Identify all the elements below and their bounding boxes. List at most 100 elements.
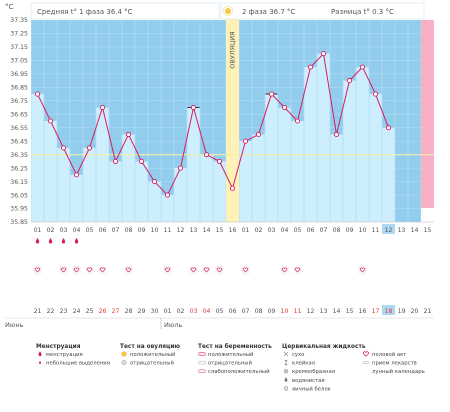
bar <box>278 107 291 222</box>
temperature-point <box>255 131 262 138</box>
bar <box>31 94 44 222</box>
cycle-day-label: 11 <box>164 227 172 234</box>
heart-icon <box>125 267 132 273</box>
today-highlight <box>382 224 395 234</box>
heart-icon-box <box>124 266 133 274</box>
legend-group-title: Тест на овуляцию <box>120 344 180 350</box>
legend-item-label: водянистая <box>292 378 325 384</box>
axes: 37.35 37.25 37.15 37.05 36.95 36.85 36.75 36.65… <box>5 17 434 329</box>
date-label: 15 <box>346 308 354 315</box>
cycle-day-label: 14 <box>411 227 419 234</box>
cycle-day-label: 05 <box>86 227 94 234</box>
temperature-point <box>216 158 223 164</box>
heart-icon <box>363 351 369 357</box>
date-label: 09 <box>268 308 276 315</box>
legend-group-title: Цервикальная жидкость <box>282 344 366 350</box>
y-tick-label: 36.65 <box>10 111 28 118</box>
legend-item-label: прием лекарств <box>372 361 417 367</box>
date-label: 12 <box>307 308 315 315</box>
cycle-day-label: 07 <box>320 227 328 234</box>
heart-icon-box <box>33 266 42 274</box>
heart-icon-box <box>189 266 198 274</box>
date-label: 22 <box>47 308 55 315</box>
heart-icon-box <box>358 266 367 274</box>
y-tick-label: 37.05 <box>10 58 28 65</box>
date-label: 02 <box>177 308 185 315</box>
y-tick-label: 36.35 <box>10 152 28 159</box>
cycle-day-label: 05 <box>294 227 302 234</box>
y-tick-label: 35.95 <box>10 206 28 213</box>
sun-icon <box>222 6 233 16</box>
drop-icon <box>48 238 53 244</box>
date-label: 21 <box>424 308 432 315</box>
y-tick-label: 36.85 <box>10 85 28 92</box>
bar <box>200 154 213 222</box>
y-tick-label: 36.45 <box>10 138 28 145</box>
y-tick-label: 36.05 <box>10 192 28 199</box>
legend-item-label: положительный <box>130 351 175 358</box>
bar <box>57 147 70 222</box>
legend-item-label: отрицательный <box>130 360 174 367</box>
date-label: 07 <box>242 308 250 315</box>
creamy-icon <box>283 369 289 374</box>
heart-icon-box <box>215 266 224 274</box>
date-label: 29 <box>138 308 146 315</box>
bar <box>304 67 317 222</box>
y-tick-label: 37.15 <box>10 44 28 51</box>
cycle-day-label: 13 <box>398 227 406 234</box>
cycle-day-label: 01 <box>242 227 250 234</box>
bar <box>44 121 57 222</box>
legend: Менструация менструация небольшие выделени… <box>36 343 425 392</box>
bar <box>369 94 382 222</box>
pregnancy-test-icon <box>198 352 206 356</box>
temperature-point <box>268 91 275 97</box>
cycle-day-label: 07 <box>112 227 120 234</box>
drop-icon <box>35 238 40 244</box>
small-drop-icon <box>39 361 41 364</box>
phase2-average: 2 фаза 36.7 °C <box>242 8 296 16</box>
temperature-point <box>34 91 41 97</box>
temperature-point <box>359 64 366 70</box>
special-columns: ОВУЛЯЦИЯ <box>31 3 434 222</box>
heart-icon-box <box>85 266 94 274</box>
bar <box>265 94 278 222</box>
heart-icon <box>60 267 67 273</box>
temperature-point <box>229 185 236 191</box>
bar <box>317 53 330 222</box>
bar <box>356 67 369 222</box>
cycle-day-label: 16 <box>229 227 237 234</box>
symbol-rows <box>33 238 367 274</box>
y-tick-label: 36.15 <box>10 179 28 186</box>
legend-group-title: Менструация <box>36 344 81 350</box>
cycle-day-label: 12 <box>385 227 393 234</box>
heart-icon <box>99 267 106 273</box>
temperature-point <box>190 104 197 111</box>
month-start-label: Июнь <box>5 321 24 329</box>
heart-icon <box>34 267 41 273</box>
bar <box>187 107 200 222</box>
cycle-day-label: 06 <box>307 227 315 234</box>
pregnancy-test-neg-icon <box>198 360 206 365</box>
bar <box>174 168 187 222</box>
pink-day-column <box>421 20 434 208</box>
legend-item-label: клейкая <box>292 360 315 367</box>
cycle-day-label: 12 <box>177 227 185 234</box>
heart-icon <box>164 267 171 273</box>
date-label: 14 <box>333 308 341 315</box>
cycle-day-label: 06 <box>99 227 107 234</box>
bar <box>239 141 252 222</box>
cycle-day-label: 04 <box>73 227 81 234</box>
phase1-average: Средняя t° 1 фаза 36.4 °C <box>37 8 133 16</box>
date-label: 30 <box>151 308 159 315</box>
temperature-point <box>307 64 314 70</box>
legend-item-label: небольшие выделения <box>46 361 110 367</box>
temperature-point <box>138 158 145 164</box>
sun-icon <box>121 351 127 357</box>
cycle-day-label: 10 <box>359 227 367 234</box>
temperature-point <box>333 131 340 138</box>
unit-label: °C <box>5 3 14 11</box>
bar <box>83 147 96 222</box>
legend-item-label: лунный календарь <box>372 368 425 375</box>
temperature-point <box>60 145 67 151</box>
